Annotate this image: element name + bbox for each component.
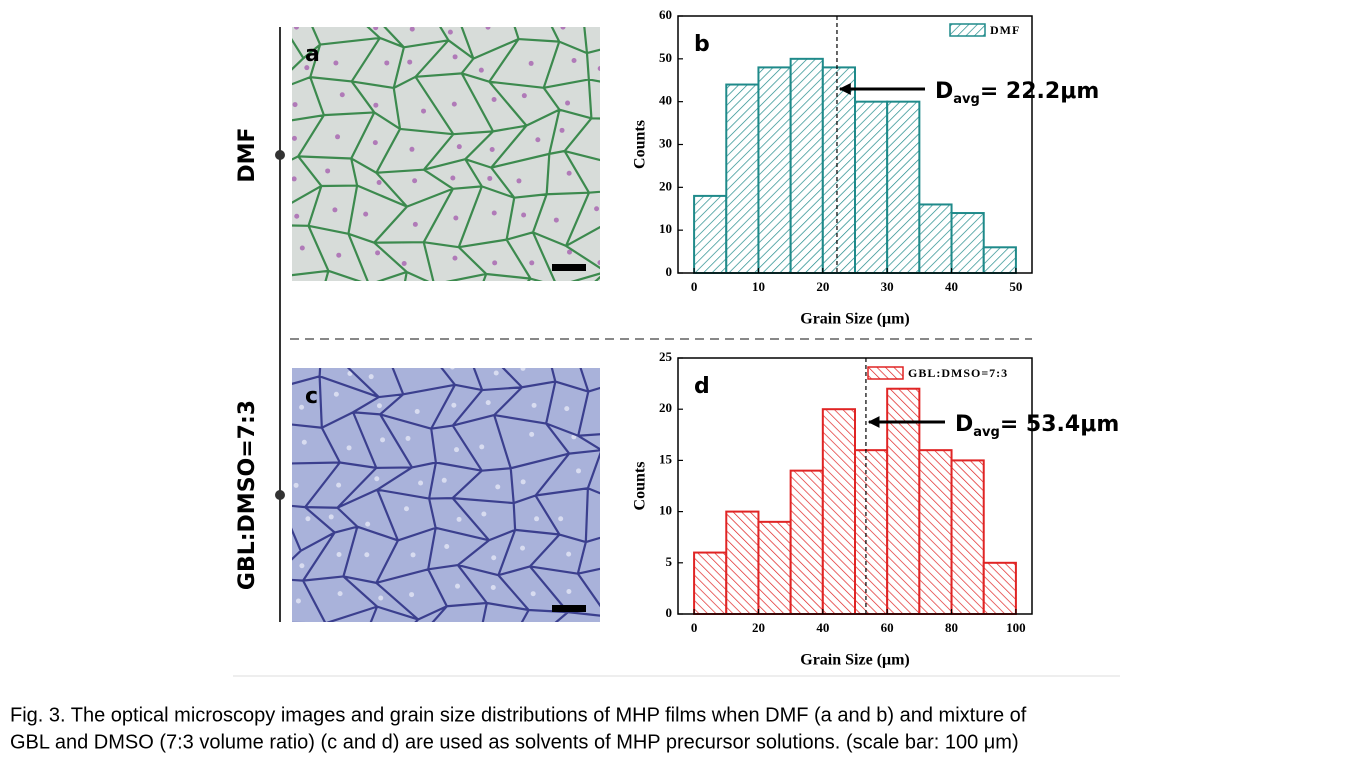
- y-tick-label: 5: [666, 554, 673, 569]
- x-tick-label: 50: [1009, 279, 1022, 294]
- scale-bar: [552, 264, 586, 271]
- annotation-part: = 22.2μm: [980, 79, 1100, 104]
- annotation-part: D: [935, 79, 953, 104]
- x-axis-label: Grain Size (μm): [800, 311, 910, 328]
- x-axis-label: Grain Size (μm): [800, 652, 910, 669]
- panel-label: c: [305, 384, 318, 409]
- caption-line: Fig. 3. The optical microscopy images an…: [10, 704, 1027, 726]
- x-tick-label: 0: [691, 620, 698, 635]
- plot-frame: [677, 357, 1033, 615]
- annotation-part: avg: [953, 92, 980, 107]
- y-tick-label: 25: [659, 349, 673, 364]
- row-dot: [275, 150, 285, 160]
- row-label: GBL:DMSO=7:3: [235, 400, 260, 590]
- bar: [950, 459, 985, 615]
- x-tick-label: 40: [816, 620, 829, 635]
- bar: [950, 212, 985, 275]
- y-tick-label: 15: [659, 451, 673, 466]
- y-tick-label: 20: [659, 400, 672, 415]
- bar: [789, 469, 824, 616]
- bar: [854, 449, 889, 615]
- legend-swatch: [949, 23, 986, 37]
- bar: [725, 83, 760, 274]
- x-tick-label: 60: [881, 620, 894, 635]
- bar: [789, 57, 824, 275]
- bar: [757, 66, 792, 275]
- legend-label: GBL:DMSO=7:3: [908, 366, 1008, 380]
- panel-label: a: [305, 42, 320, 67]
- legend-swatch: [867, 366, 904, 380]
- scale-bar: [552, 605, 586, 612]
- y-tick-label: 60: [659, 7, 672, 22]
- row-dot: [275, 490, 285, 500]
- annotation: Davg= 22.2μm: [935, 79, 1099, 107]
- x-tick-label: 10: [752, 279, 765, 294]
- annotation: Davg= 53.4μm: [955, 412, 1119, 440]
- legend-label: DMF: [990, 23, 1020, 37]
- bar: [693, 551, 728, 615]
- micrograph: [292, 368, 600, 622]
- y-tick-label: 30: [659, 135, 672, 150]
- panel-label: d: [694, 374, 710, 399]
- y-tick-label: 50: [659, 50, 672, 65]
- y-tick-label: 10: [659, 221, 672, 236]
- histogram-chart: GBL:DMSO=7:3 0 20 40 60 80 100 0 5 10 15 20 25 Grain …: [632, 349, 1120, 669]
- panel-label: b: [694, 32, 710, 57]
- y-tick-label: 0: [666, 264, 673, 279]
- y-tick-label: 20: [659, 178, 672, 193]
- x-tick-label: 30: [881, 279, 894, 294]
- row-label: DMF: [235, 127, 260, 182]
- y-tick-label: 10: [659, 503, 672, 518]
- bar: [982, 561, 1017, 615]
- bar: [757, 520, 792, 616]
- y-axis-label: Counts: [632, 120, 649, 169]
- annotation-part: avg: [973, 425, 1000, 440]
- bar: [854, 100, 889, 274]
- bar: [886, 100, 921, 274]
- bar: [821, 408, 856, 616]
- y-tick-label: 40: [659, 93, 672, 108]
- micrograph: [292, 27, 600, 281]
- bar: [693, 194, 728, 274]
- x-tick-label: 20: [752, 620, 765, 635]
- caption-line: GBL and DMSO (7:3 volume ratio) (c and d…: [10, 731, 1019, 753]
- x-tick-label: 20: [816, 279, 829, 294]
- bar: [886, 387, 921, 615]
- histogram-chart: DMF 0 10 20 30 40 50 0 10 20 30 40 50 60 Grain Size (μ…: [632, 7, 1100, 328]
- x-tick-label: 0: [691, 279, 698, 294]
- annotation-part: = 53.4μm: [1000, 412, 1120, 437]
- y-tick-label: 0: [666, 605, 673, 620]
- x-tick-label: 40: [945, 279, 958, 294]
- annotation-part: D: [955, 412, 973, 437]
- bar: [821, 66, 856, 275]
- bar: [725, 510, 760, 616]
- x-tick-label: 100: [1006, 620, 1026, 635]
- y-axis-label: Counts: [632, 462, 649, 511]
- bar: [918, 449, 953, 615]
- bar: [918, 203, 953, 274]
- x-tick-label: 80: [945, 620, 958, 635]
- bar: [982, 246, 1017, 275]
